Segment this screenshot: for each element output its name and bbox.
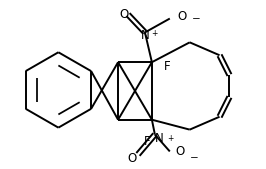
Text: N: N xyxy=(140,29,149,42)
Text: O: O xyxy=(175,145,184,158)
Text: N: N xyxy=(155,132,163,145)
Text: F: F xyxy=(144,135,150,148)
Text: F: F xyxy=(164,60,170,73)
Text: O: O xyxy=(119,8,129,21)
Text: +: + xyxy=(167,134,173,143)
Text: −: − xyxy=(190,153,198,163)
Text: O: O xyxy=(127,152,137,165)
Text: +: + xyxy=(151,29,157,39)
Text: −: − xyxy=(192,14,201,24)
Text: O: O xyxy=(177,10,186,23)
